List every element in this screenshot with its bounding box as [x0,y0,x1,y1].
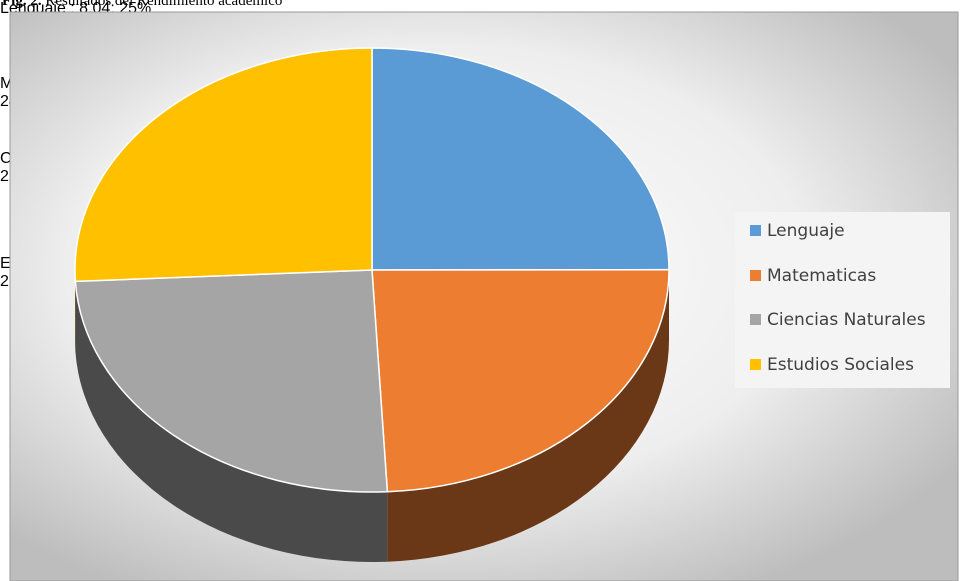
legend-label: Ciencias Naturales [767,310,926,330]
pie [74,47,670,562]
legend-swatch [750,225,761,236]
title: Fig. 2. Resultados del Rendimiento acadé… [2,0,282,10]
legend-item: Estudios Sociales [750,355,914,375]
pie-slice [74,47,373,283]
fig-label: Fig. 2. [2,0,42,9]
legend-item: Ciencias Naturales [750,310,926,330]
legend-label: Matematicas [767,265,877,286]
legend-label: Lenguaje [767,221,845,241]
legend-label: Estudios Sociales [767,354,914,375]
pie-slice [371,47,670,271]
legend-item: Matematicas [750,266,876,286]
chart-title: Resultados del Rendimiento académico [45,0,283,9]
legend-swatch [750,269,761,281]
legend-swatch [750,314,761,325]
pie-slice [371,268,670,493]
pie-slice [74,269,389,493]
legend-swatch [750,358,761,370]
legend-box [735,212,950,388]
legend-item: Lenguaje [750,221,845,241]
pie-side [75,281,388,562]
pie-side [387,270,669,562]
